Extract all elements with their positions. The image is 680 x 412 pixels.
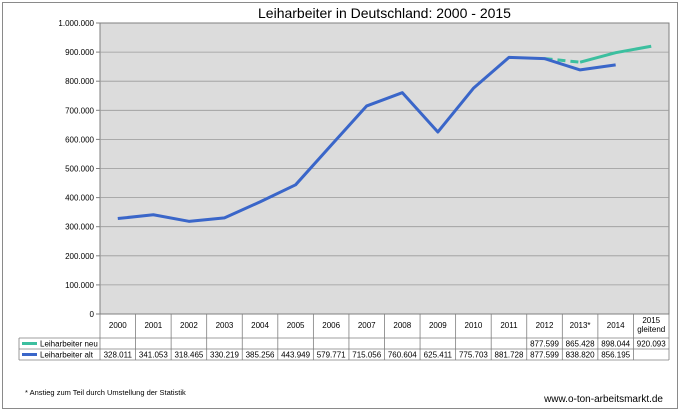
y-tick-label: 800.000 — [65, 77, 94, 86]
y-tick-label: 900.000 — [65, 48, 94, 57]
x-tick-label: 2007 — [358, 321, 376, 330]
x-tick-label: 2000 — [109, 321, 127, 330]
source-credit: www.o-ton-arbeitsmarkt.de — [544, 394, 663, 405]
x-tick-label: 2006 — [322, 321, 340, 330]
data-label: 443.949 — [281, 351, 310, 360]
data-label: 865.428 — [566, 340, 595, 349]
data-label: 920.093 — [637, 340, 666, 349]
legend-label: Leiharbeiter alt — [40, 351, 94, 360]
data-label: 877.599 — [530, 351, 559, 360]
y-tick-label: 0 — [90, 310, 95, 319]
chart-title: Leiharbeiter in Deutschland: 2000 - 2015 — [258, 5, 511, 21]
footnote: * Anstieg zum Teil durch Umstellung der … — [25, 388, 186, 397]
data-label: 881.728 — [495, 351, 524, 360]
data-label: 579.771 — [317, 351, 346, 360]
data-label: 318.465 — [174, 351, 203, 360]
data-label: 838.820 — [566, 351, 595, 360]
series-line-0 — [579, 44, 652, 64]
x-tick-label: 2002 — [180, 321, 198, 330]
x-tick-label: 2012 — [536, 321, 554, 330]
data-label: 760.604 — [388, 351, 417, 360]
x-tick-label: 2015 gleitend — [637, 316, 665, 334]
y-tick-label: 300.000 — [65, 223, 94, 232]
data-label: 856.195 — [601, 351, 630, 360]
x-tick-label: 2013* — [570, 321, 591, 330]
data-label: 877.599 — [530, 340, 559, 349]
x-tick-label: 2001 — [144, 321, 162, 330]
x-tick-label: 2008 — [393, 321, 411, 330]
data-label: 625.411 — [424, 351, 453, 360]
y-tick-label: 200.000 — [65, 252, 94, 261]
data-label: 385.256 — [246, 351, 275, 360]
series-line-1 — [117, 55, 616, 223]
x-tick-label: 2003 — [216, 321, 234, 330]
legend-label: Leiharbeiter neu — [40, 340, 98, 349]
data-label: 715.056 — [352, 351, 381, 360]
y-tick-label: 1.000.000 — [58, 19, 94, 28]
x-tick-label: 2011 — [500, 321, 518, 330]
data-label: 330.219 — [210, 351, 239, 360]
y-tick-label: 100.000 — [65, 281, 94, 290]
data-label: 898.044 — [601, 340, 630, 349]
x-tick-label: 2010 — [465, 321, 483, 330]
x-tick-label: 2009 — [429, 321, 447, 330]
x-tick-label: 2014 — [607, 321, 625, 330]
y-tick-label: 600.000 — [65, 135, 94, 144]
y-tick-label: 500.000 — [65, 165, 94, 174]
x-tick-label: 2004 — [251, 321, 269, 330]
y-tick-label: 700.000 — [65, 106, 94, 115]
data-label: 341.053 — [139, 351, 168, 360]
x-tick-label: 2005 — [287, 321, 305, 330]
line-chart: Leiharbeiter in Deutschland: 2000 - 2015… — [18, 5, 670, 361]
data-label: 775.703 — [459, 351, 488, 360]
data-label: 328.011 — [104, 351, 133, 360]
y-tick-label: 400.000 — [65, 194, 94, 203]
